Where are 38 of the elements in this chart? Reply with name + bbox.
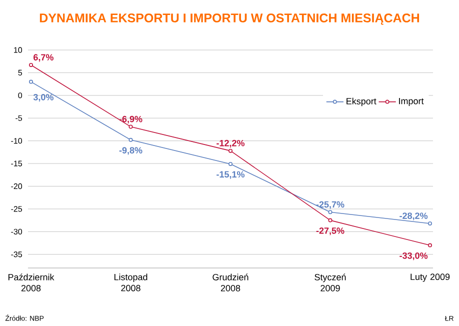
point (428, 243, 432, 248)
y-tick-label: 10 (14, 47, 22, 53)
data-label: -25,7% (316, 201, 344, 209)
data-label: -27,5% (316, 227, 344, 236)
point (328, 210, 332, 214)
point (328, 218, 332, 222)
data-label: -6,9% (119, 116, 142, 124)
x-tick-label: Listopad 2008 (114, 274, 148, 292)
x-tick-label: Październik 2008 (8, 274, 54, 292)
y-tick-label: -10 (11, 138, 22, 144)
point (128, 138, 133, 142)
point (228, 148, 232, 153)
y-tick-label: 0 (18, 92, 22, 98)
y-tick-label: -20 (11, 183, 22, 190)
y-tick-label: -30 (11, 228, 22, 234)
x-tick-label: Styczeń 2009 (314, 274, 346, 292)
point (228, 162, 232, 166)
y-tick-label: -5 (16, 115, 22, 121)
point (29, 62, 33, 67)
data-label: 3,0% (33, 94, 54, 102)
y-tick-label: -35 (11, 252, 22, 258)
point (128, 124, 133, 129)
y-tick-label: -25 (11, 206, 22, 212)
data-label: -15,1% (216, 171, 245, 179)
data-label: -33,0% (400, 252, 428, 260)
point (428, 221, 432, 226)
point (29, 80, 33, 84)
data-label: -12,2% (216, 140, 245, 148)
chart-title: DYNAMIKA EKSPORTU I IMPORTU W OSTATNICH MIESIĄCACH (40, 14, 420, 25)
x-tick-label: Luty 2009 (410, 274, 450, 282)
y-tick-label: -15 (11, 160, 22, 166)
data-label: -9,8% (119, 147, 142, 155)
data-label: 6,7% (34, 54, 54, 62)
legend-label: Import (399, 98, 424, 106)
y-tick-label: 5 (18, 70, 22, 76)
x-tick-label: Grudzień 2008 (212, 274, 248, 292)
data-label: -28,2% (400, 212, 428, 220)
legend-label: Eksport (346, 98, 376, 106)
